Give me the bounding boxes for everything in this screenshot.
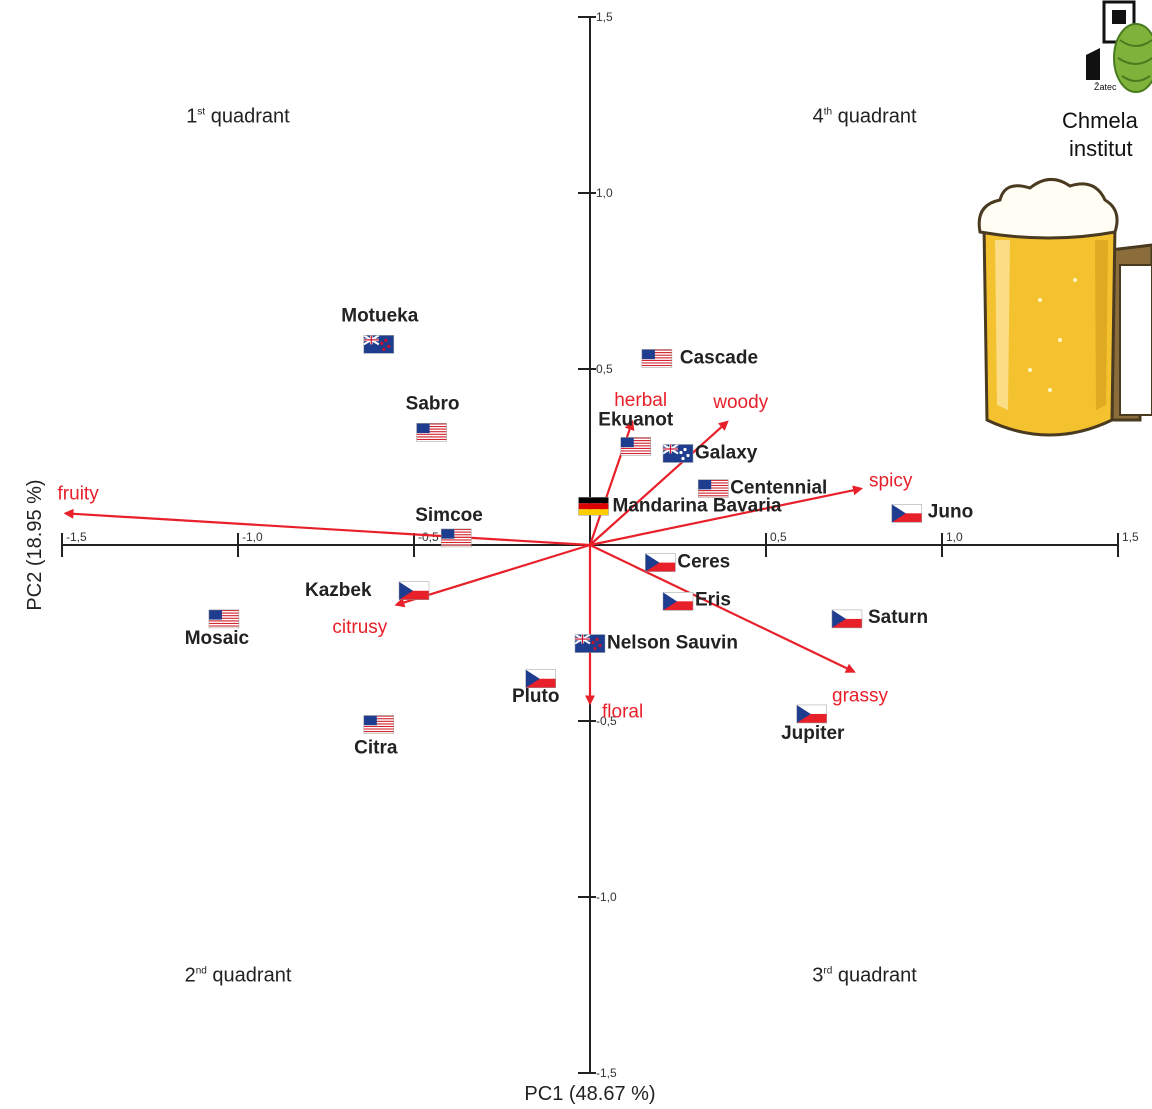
x-tick-label: -1,0 bbox=[242, 530, 263, 544]
axes: -1,5 -1,0 -0,5 0,5 1,0 1,5 1,51,00,5-0,5-1,0-… bbox=[24, 10, 1139, 1105]
y-axis-title: PC2 (18.95 %) bbox=[24, 479, 46, 610]
variety-label: Mosaic bbox=[185, 628, 250, 649]
vector-label-woody: woody bbox=[712, 392, 768, 413]
au-flag-icon bbox=[662, 443, 694, 463]
cz-flag-icon bbox=[398, 581, 430, 601]
vector-label-citrusy: citrusy bbox=[332, 617, 387, 638]
x-tick-label: -1,5 bbox=[66, 530, 87, 544]
variety-label: Kazbek bbox=[305, 580, 372, 601]
variety-label: Simcoe bbox=[415, 505, 483, 526]
quadrant-label-4: 4th quadrant bbox=[813, 106, 917, 128]
x-tick-label: 1,0 bbox=[946, 530, 963, 544]
cz-flag-icon bbox=[525, 669, 556, 689]
y-tick-label: 1,0 bbox=[596, 186, 613, 200]
variety-eris: Eris bbox=[662, 589, 731, 611]
us-flag-icon bbox=[697, 479, 729, 498]
variety-motueka: Motueka bbox=[341, 305, 419, 354]
cz-flag-icon bbox=[662, 592, 694, 611]
vector-label-herbal: herbal bbox=[614, 390, 667, 411]
variety-label: Galaxy bbox=[695, 442, 758, 463]
variety-kazbek: Kazbek bbox=[305, 580, 430, 601]
quadrant-label-2: 2nd quadrant bbox=[185, 964, 292, 986]
beer-mug-icon bbox=[977, 178, 1152, 437]
variety-points: Motueka Sabro Cascade Ekuanot Galaxy Centenni… bbox=[185, 305, 973, 758]
us-flag-icon bbox=[208, 609, 240, 629]
y-axis-ticks: 1,5 1,0 0,5 -0,5 -1,0 -1,5 bbox=[578, 10, 617, 1080]
variety-label: Jupiter bbox=[781, 723, 845, 744]
variety-label: Motueka bbox=[341, 305, 419, 326]
us-flag-icon bbox=[440, 528, 472, 548]
variety-label: Mandarina Bavaria bbox=[613, 495, 782, 516]
variety-ceres: Ceres bbox=[645, 552, 730, 573]
cz-flag-icon bbox=[891, 504, 923, 523]
x-axis-title: PC1 (48.67 %) bbox=[524, 1083, 655, 1105]
logo-name-line2: institut bbox=[1069, 136, 1133, 161]
vector-fruity bbox=[63, 508, 591, 547]
y-tick-label: 0,5 bbox=[596, 362, 613, 376]
cz-flag-icon bbox=[645, 553, 676, 572]
cz-flag-icon bbox=[831, 609, 863, 629]
y-tick-label: -1,0 bbox=[596, 890, 617, 904]
vector-label-grassy: grassy bbox=[832, 686, 888, 707]
variety-label: Juno bbox=[928, 501, 973, 522]
variety-centennial: Centennial bbox=[697, 478, 827, 499]
nz-flag-icon bbox=[363, 334, 395, 354]
variety-label: Saturn bbox=[868, 607, 928, 628]
us-flag-icon bbox=[363, 715, 395, 734]
variety-mandarina-bavaria: Mandarina Bavaria bbox=[578, 495, 782, 516]
variety-label: Sabro bbox=[406, 393, 460, 414]
vector-label-fruity: fruity bbox=[58, 483, 100, 504]
logo-place: Žatec bbox=[1094, 82, 1117, 92]
variety-juno: Juno bbox=[891, 501, 973, 523]
variety-pluto: Pluto bbox=[512, 669, 560, 707]
x-tick-label: -0,5 bbox=[418, 530, 439, 544]
y-tick-label: -0,5 bbox=[596, 714, 617, 728]
variety-label: Ekuanot bbox=[598, 409, 674, 430]
variety-label: Ceres bbox=[677, 552, 730, 573]
variety-nelson-sauvin: Nelson Sauvin bbox=[574, 633, 738, 654]
variety-ekuanot: Ekuanot bbox=[598, 409, 674, 456]
quadrant-label-1: 1st quadrant bbox=[186, 106, 290, 128]
us-flag-icon bbox=[416, 423, 447, 442]
variety-label: Eris bbox=[695, 589, 731, 610]
quadrant-label-3: 3rd quadrant bbox=[812, 964, 917, 986]
vector-grassy bbox=[589, 544, 856, 673]
variety-simcoe: Simcoe bbox=[415, 505, 483, 548]
us-flag-icon bbox=[620, 437, 652, 456]
variety-saturn: Saturn bbox=[831, 607, 928, 629]
variety-label: Nelson Sauvin bbox=[607, 633, 738, 654]
hop-cone-icon bbox=[1086, 0, 1152, 93]
variety-galaxy: Galaxy bbox=[662, 442, 758, 463]
variety-mosaic: Mosaic bbox=[185, 609, 250, 649]
nz-flag-icon bbox=[574, 633, 606, 653]
institute-logo: Žatec Chmela institut bbox=[1062, 0, 1152, 161]
variety-label: Pluto bbox=[512, 686, 560, 707]
variety-label: Citra bbox=[354, 738, 398, 759]
us-flag-icon bbox=[641, 349, 673, 368]
loading-vectors: fruity herbal woody spicy citrusy grassy flora… bbox=[58, 390, 913, 723]
variety-label: Cascade bbox=[680, 347, 758, 368]
y-tick-label: -1,5 bbox=[596, 1066, 617, 1080]
variety-jupiter: Jupiter bbox=[781, 704, 845, 744]
y-tick-label: 1,5 bbox=[596, 10, 613, 24]
quadrant-labels: 1st quadrant 4th quadrant 2nd quadrant 3rd … bbox=[185, 106, 918, 987]
x-tick-label: 0,5 bbox=[770, 530, 787, 544]
x-axis-ticks: -1,5 -1,0 -0,5 0,5 1,0 1,5 bbox=[61, 530, 1139, 557]
vector-label-spicy: spicy bbox=[869, 471, 913, 492]
variety-label: Centennial bbox=[730, 478, 827, 499]
variety-cascade: Cascade bbox=[641, 347, 758, 368]
vector-spicy bbox=[589, 485, 863, 547]
vector-woody bbox=[589, 420, 729, 546]
logo-name-line1: Chmela bbox=[1062, 108, 1139, 133]
variety-sabro: Sabro bbox=[406, 393, 460, 442]
vector-label-floral: floral bbox=[602, 701, 643, 722]
x-tick-label: 1,5 bbox=[1122, 530, 1139, 544]
cz-flag-icon bbox=[796, 704, 828, 724]
de-flag-icon bbox=[578, 497, 609, 516]
variety-citra: Citra bbox=[354, 715, 398, 759]
